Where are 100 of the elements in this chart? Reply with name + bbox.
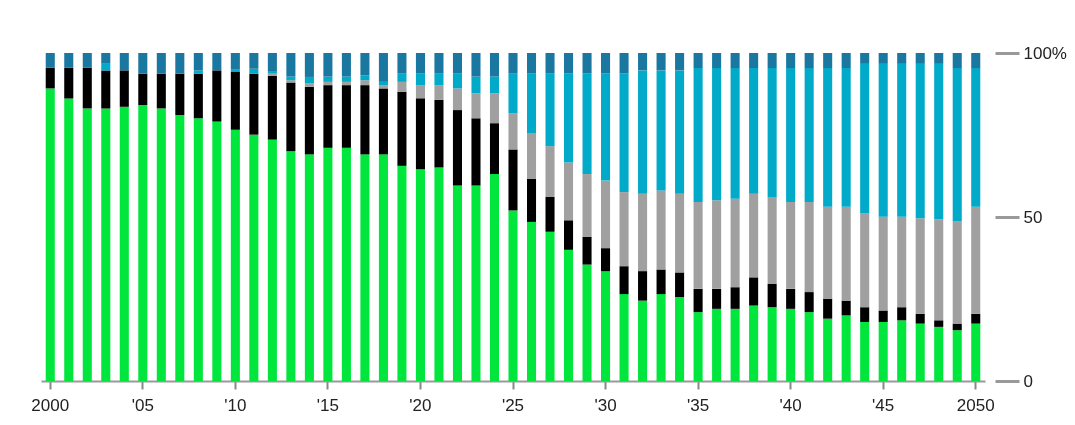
bar [526,73,537,134]
bar [878,63,888,217]
bar [138,105,148,381]
bar [656,269,666,295]
bar [304,53,314,77]
bar [638,193,648,272]
bar [582,174,592,237]
bar [193,53,203,71]
bar [249,73,259,135]
bar [675,53,685,71]
bar [804,312,814,381]
bar [545,146,555,197]
bar [952,68,962,222]
bar [378,88,388,155]
bar [915,313,925,324]
bar [730,308,740,381]
bar [101,63,111,71]
bar [64,98,74,381]
bar [415,85,425,99]
bar [452,73,463,89]
bar [249,53,259,69]
bar [156,73,166,109]
bar [971,68,981,207]
bar [212,53,222,71]
bar [434,53,444,74]
bar [175,73,185,115]
bar [730,198,740,288]
x-tick-label: '30 [594,395,617,415]
bar [952,53,962,69]
bar [489,123,500,175]
bar [693,288,703,313]
bar [656,70,666,191]
bar [119,53,129,71]
bar [193,70,203,74]
bar [730,287,740,309]
bar [452,110,463,186]
bar [952,221,962,324]
bar [101,53,111,64]
bar [952,330,962,381]
bar [286,53,296,77]
bar [304,154,314,381]
bar [526,221,537,381]
bar [397,53,407,74]
bar [971,323,981,381]
bar [860,321,870,381]
bar [267,139,277,381]
bar [582,53,592,74]
bar [619,294,629,381]
bar [749,193,759,278]
bar [934,63,944,220]
bar [786,308,796,381]
bar [415,53,425,74]
bar [878,310,888,322]
bar [675,70,685,194]
bar [860,213,870,308]
bar [360,53,370,76]
bar [434,85,444,100]
bar [267,75,277,140]
bar [341,85,351,148]
bar [212,70,222,122]
bar [804,201,814,293]
bar [545,231,555,381]
bar [601,73,611,181]
bar [64,67,74,99]
bar [341,147,351,381]
bar [675,297,685,381]
bar [508,73,518,114]
bar [841,68,851,207]
bar [638,53,648,71]
bar [693,68,703,202]
bar [841,315,851,381]
bar [767,307,777,381]
bar [434,99,444,168]
bar [767,68,777,197]
bar [878,53,888,64]
bar [934,219,944,321]
bar [656,294,666,381]
bar [508,149,518,211]
bar [841,206,851,301]
bar [471,185,481,381]
bar [971,313,981,324]
bar [860,53,870,64]
bar [897,307,907,321]
bar [304,76,314,84]
bar [915,53,925,64]
bar [638,70,648,194]
bar [45,67,55,89]
bar [508,53,518,74]
bar [712,200,722,289]
bar [563,162,574,221]
bar [786,53,796,69]
bar [749,277,759,306]
bar [341,53,351,77]
bar [582,264,592,381]
bar [119,106,129,381]
bar [378,154,388,381]
bar [915,218,925,314]
bar [397,165,407,381]
bar [323,76,333,82]
bar [638,300,648,381]
